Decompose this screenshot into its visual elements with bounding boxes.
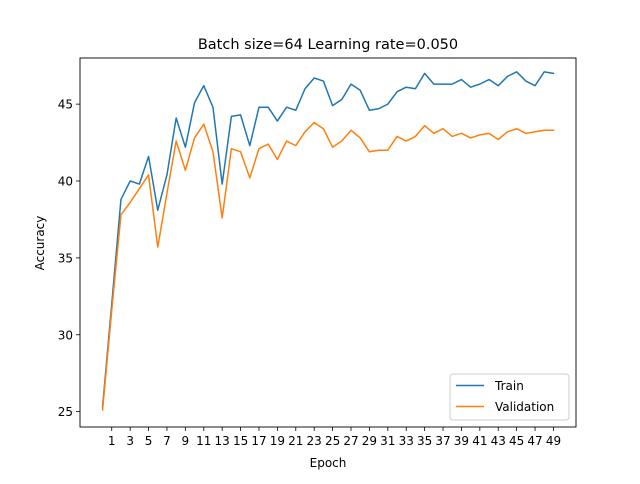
plot-area xyxy=(101,71,555,411)
x-tick-label: 41 xyxy=(472,434,487,448)
x-tick-label: 3 xyxy=(126,434,134,448)
x-tick-label: 11 xyxy=(196,434,211,448)
x-tick-label: 9 xyxy=(182,434,190,448)
y-tick-label: 40 xyxy=(58,175,73,189)
y-axis: 25 30 35 40 45 xyxy=(58,98,80,419)
x-tick-label: 33 xyxy=(399,434,414,448)
series-line-train xyxy=(101,71,555,408)
x-tick-label: 49 xyxy=(546,434,561,448)
y-tick-label: 35 xyxy=(58,251,73,265)
y-tick-label: 30 xyxy=(58,328,73,342)
x-tick-label: 5 xyxy=(145,434,153,448)
y-tick-label: 45 xyxy=(58,98,73,112)
x-tick-label: 35 xyxy=(417,434,432,448)
legend-train-label: Train xyxy=(494,379,524,393)
x-tick-label: 7 xyxy=(163,434,171,448)
x-tick-label: 31 xyxy=(380,434,395,448)
x-tick-label: 29 xyxy=(362,434,377,448)
x-tick-label: 37 xyxy=(435,434,450,448)
axes-frame xyxy=(79,57,577,428)
x-tick-label: 25 xyxy=(325,434,340,448)
x-axis: 1 3 5 7 9 11 13 15 17 19 21 23 25 27 29 31 33 35 37 39 41 43 4… xyxy=(108,427,561,448)
series-line-validation xyxy=(101,121,555,411)
legend: Train Validation xyxy=(449,373,570,421)
x-tick-label: 19 xyxy=(270,434,285,448)
x-tick-label: 1 xyxy=(108,434,116,448)
x-tick-label: 47 xyxy=(527,434,542,448)
x-tick-label: 23 xyxy=(307,434,322,448)
chart-title: Batch size=64 Learning rate=0.050 xyxy=(198,37,458,53)
x-tick-label: 45 xyxy=(509,434,524,448)
x-tick-label: 43 xyxy=(491,434,506,448)
x-tick-label: 17 xyxy=(251,434,266,448)
x-tick-label: 13 xyxy=(215,434,230,448)
legend-validation-label: Validation xyxy=(495,400,554,414)
x-tick-label: 39 xyxy=(454,434,469,448)
x-tick-label: 27 xyxy=(343,434,358,448)
x-tick-label: 21 xyxy=(288,434,303,448)
y-tick-label: 25 xyxy=(58,405,73,419)
y-axis-label: Accuracy xyxy=(33,216,47,271)
x-tick-label: 15 xyxy=(233,434,248,448)
x-axis-label: Epoch xyxy=(310,456,347,470)
